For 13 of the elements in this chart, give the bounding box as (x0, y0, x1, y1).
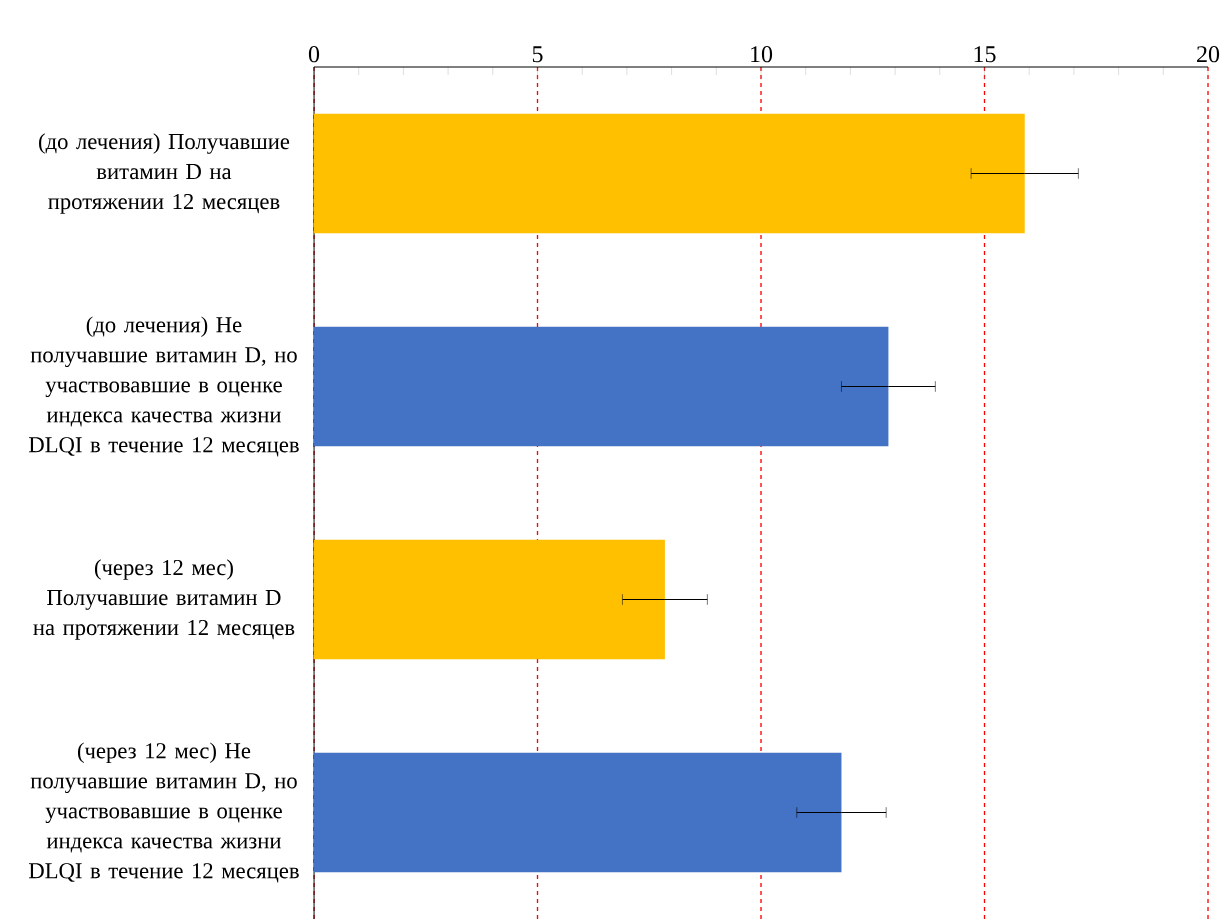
y-tick-label: (до лечения) Не получавшие витамин D, но участвовавшие в оценке индекса качества жизни DLQI в течение 12 месяцев (28, 316, 299, 457)
bar (314, 113, 1025, 234)
x-tick-label: 10 (751, 46, 773, 63)
y-tick-label: (через 12 мес) Получавшие витамин D на протяжении 12 месяцев (33, 559, 295, 640)
bar (314, 539, 665, 660)
x-tick-label: 5 (532, 46, 543, 63)
bar (314, 752, 842, 873)
y-tick-label: (через 12 мес) Не получавшие витамин D, но участвовавшие в оценке индекса качества жизни DLQI в течение 12 месяцев (28, 742, 299, 883)
x-tick-label: 20 (1197, 46, 1220, 63)
y-tick-label: (до лечения) Получавшие витамин D на протяжении 12 месяцев (39, 133, 290, 214)
bar (314, 326, 889, 447)
x-tick-label: 15 (974, 46, 996, 63)
x-tick-label: 0 (308, 46, 320, 63)
